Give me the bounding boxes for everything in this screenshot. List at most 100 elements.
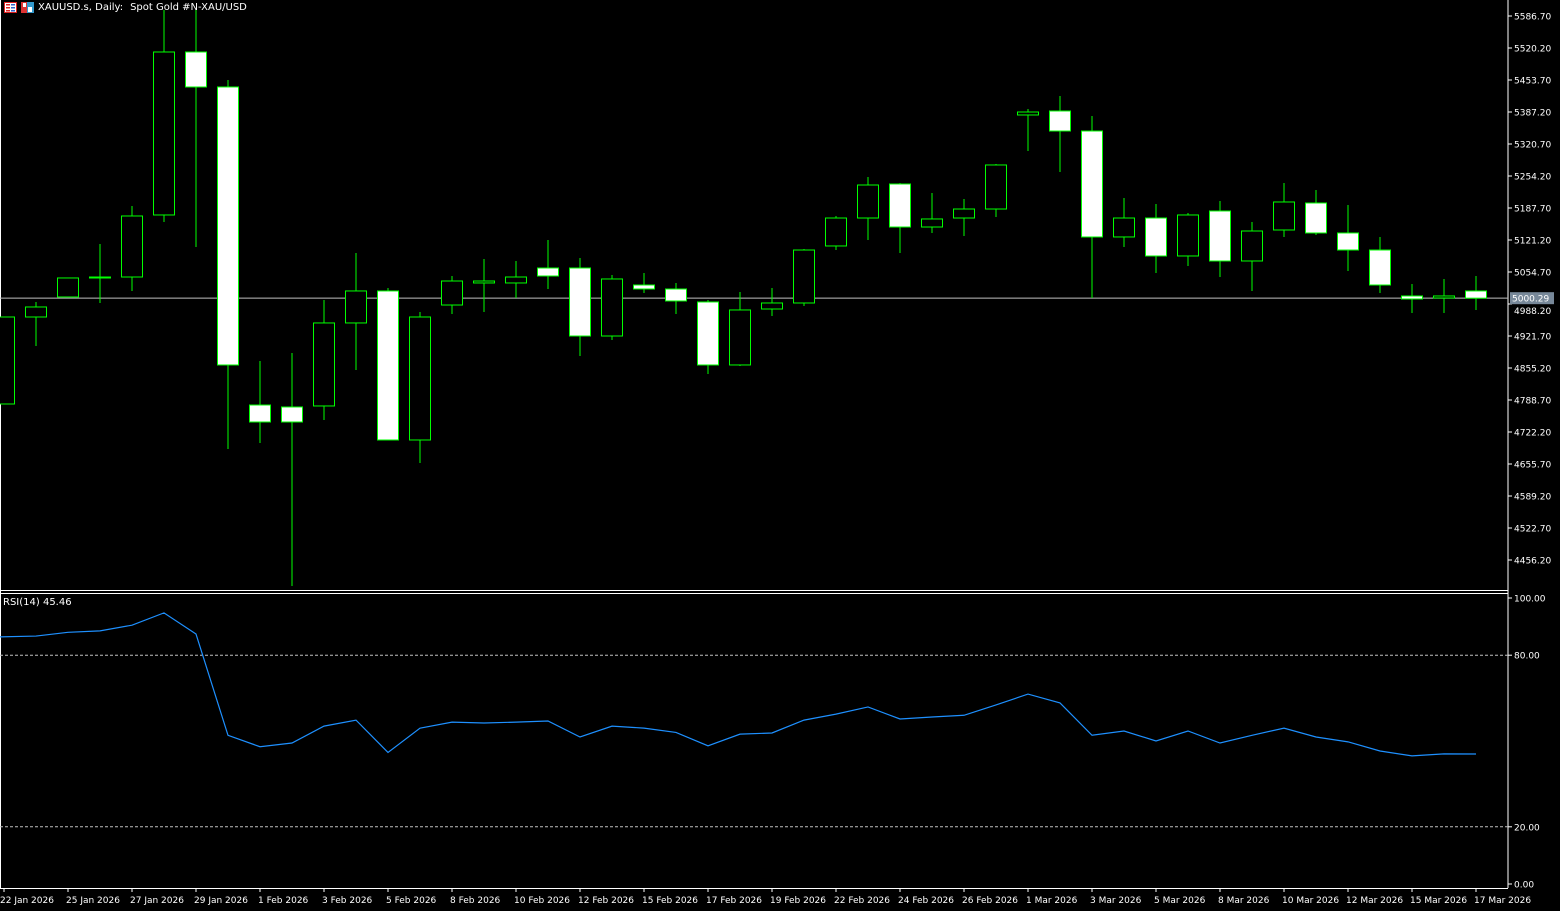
price-tick-label: 5320.70 — [1514, 141, 1551, 151]
bull-candle[interactable] — [25, 306, 47, 318]
bear-candle[interactable] — [665, 288, 687, 302]
bear-candle[interactable] — [1145, 217, 1167, 257]
time-tick-label: 5 Mar 2026 — [1154, 896, 1206, 906]
bear-candle[interactable] — [1369, 249, 1391, 286]
time-tick-label: 3 Feb 2026 — [322, 896, 373, 906]
time-tick-label: 3 Mar 2026 — [1090, 896, 1142, 906]
bull-candle[interactable] — [729, 309, 751, 366]
bear-candle[interactable] — [633, 284, 655, 290]
bear-candle[interactable] — [1305, 202, 1327, 234]
bull-candle[interactable] — [89, 276, 111, 279]
time-tick-label: 10 Mar 2026 — [1282, 896, 1339, 906]
bear-candle[interactable] — [217, 86, 239, 366]
bull-candle[interactable] — [1113, 217, 1135, 238]
bear-candle[interactable] — [1081, 130, 1103, 238]
price-tick-label: 5586.70 — [1514, 13, 1551, 23]
bull-candle[interactable] — [1241, 230, 1263, 262]
bear-candle[interactable] — [1465, 290, 1487, 299]
bull-candle[interactable] — [825, 217, 847, 247]
bull-candle[interactable] — [313, 322, 335, 407]
bear-candle[interactable] — [569, 267, 591, 337]
price-tick-label: 4988.20 — [1514, 307, 1551, 317]
time-tick-label: 27 Jan 2026 — [130, 896, 184, 906]
time-tick-label: 24 Feb 2026 — [898, 896, 954, 906]
price-tick-label: 4855.20 — [1514, 365, 1551, 375]
price-tick-label: 4456.20 — [1514, 557, 1551, 567]
bull-candle[interactable] — [1017, 111, 1039, 116]
price-tick-label: 4722.20 — [1514, 429, 1551, 439]
bear-candle[interactable] — [1337, 232, 1359, 251]
time-tick-label: 17 Feb 2026 — [706, 896, 762, 906]
price-tick-label: 4921.70 — [1514, 333, 1551, 343]
bear-candle[interactable] — [537, 267, 559, 277]
bear-candle[interactable] — [697, 301, 719, 366]
bull-candle[interactable] — [345, 290, 367, 324]
price-tick-label: 5121.20 — [1514, 237, 1551, 247]
price-tick-label: 5054.70 — [1514, 269, 1551, 279]
bull-candle[interactable] — [793, 249, 815, 304]
bull-candle[interactable] — [1177, 214, 1199, 257]
price-tick-label: 5254.20 — [1514, 173, 1551, 183]
bull-candle[interactable] — [121, 215, 143, 278]
time-tick-label: 10 Feb 2026 — [514, 896, 570, 906]
bear-candle[interactable] — [281, 406, 303, 423]
time-tick-label: 19 Feb 2026 — [770, 896, 826, 906]
bull-candle[interactable] — [409, 316, 431, 441]
bear-candle[interactable] — [1049, 110, 1071, 132]
rsi-label: RSI(14) 45.46 — [3, 597, 72, 608]
bull-candle[interactable] — [441, 280, 463, 306]
bull-candle[interactable] — [1273, 201, 1295, 231]
symbol-description: Spot Gold #N-XAU/USD — [130, 2, 247, 13]
current-price-box — [1510, 292, 1554, 305]
time-tick-label: 15 Feb 2026 — [642, 896, 698, 906]
time-tick-label: 1 Feb 2026 — [258, 896, 309, 906]
bull-candle[interactable] — [953, 208, 975, 219]
bear-candle[interactable] — [185, 51, 207, 88]
bull-candle[interactable] — [985, 164, 1007, 210]
time-tick-label: 22 Feb 2026 — [834, 896, 890, 906]
price-tick-label: 5453.70 — [1514, 77, 1551, 87]
price-tick-label: 4655.70 — [1514, 461, 1551, 471]
time-tick-label: 1 Mar 2026 — [1026, 896, 1078, 906]
bull-candle[interactable] — [857, 184, 879, 219]
bull-candle[interactable] — [601, 278, 623, 337]
bear-candle[interactable] — [889, 183, 911, 228]
bull-candle[interactable] — [1433, 295, 1455, 299]
time-tick-label: 5 Feb 2026 — [386, 896, 437, 906]
rsi-line — [0, 612, 1477, 757]
bear-candle[interactable] — [377, 290, 399, 441]
time-tick-label: 8 Feb 2026 — [450, 896, 501, 906]
rsi-tick-label: 0.00 — [1514, 881, 1534, 891]
time-tick-label: 29 Jan 2026 — [194, 896, 248, 906]
bear-candle[interactable] — [1401, 295, 1423, 300]
time-tick-label: 22 Jan 2026 — [0, 896, 54, 906]
time-tick-label: 12 Mar 2026 — [1346, 896, 1403, 906]
price-tick-label: 5387.20 — [1514, 109, 1551, 119]
rsi-tick-label: 100.00 — [1514, 595, 1546, 605]
time-tick-label: 12 Feb 2026 — [578, 896, 634, 906]
price-tick-label: 4589.20 — [1514, 493, 1551, 503]
chart-list-icon[interactable] — [4, 2, 17, 13]
bull-candle[interactable] — [921, 218, 943, 228]
bull-candle[interactable] — [473, 280, 495, 284]
price-tick-label: 5187.70 — [1514, 205, 1551, 215]
price-tick-label: 4788.70 — [1514, 397, 1551, 407]
time-tick-label: 17 Mar 2026 — [1474, 896, 1531, 906]
symbol-timeframe: XAUUSD.s, Daily: — [38, 2, 124, 13]
bear-candle[interactable] — [249, 404, 271, 423]
time-tick-label: 25 Jan 2026 — [66, 896, 120, 906]
save-template-icon[interactable] — [21, 2, 34, 13]
current-price-label: 5000.29 — [1512, 295, 1549, 305]
bull-candle[interactable] — [57, 277, 79, 298]
bear-candle[interactable] — [1209, 210, 1231, 262]
bull-candle[interactable] — [0, 316, 15, 405]
time-tick-label: 26 Feb 2026 — [962, 896, 1018, 906]
bull-candle[interactable] — [761, 302, 783, 310]
bull-candle[interactable] — [153, 51, 175, 216]
time-tick-label: 8 Mar 2026 — [1218, 896, 1270, 906]
time-tick-label: 15 Mar 2026 — [1410, 896, 1467, 906]
bull-candle[interactable] — [505, 276, 527, 284]
rsi-tick-label: 20.00 — [1514, 823, 1540, 833]
chart-title: XAUUSD.s, Daily: Spot Gold #N-XAU/USD — [4, 2, 247, 13]
